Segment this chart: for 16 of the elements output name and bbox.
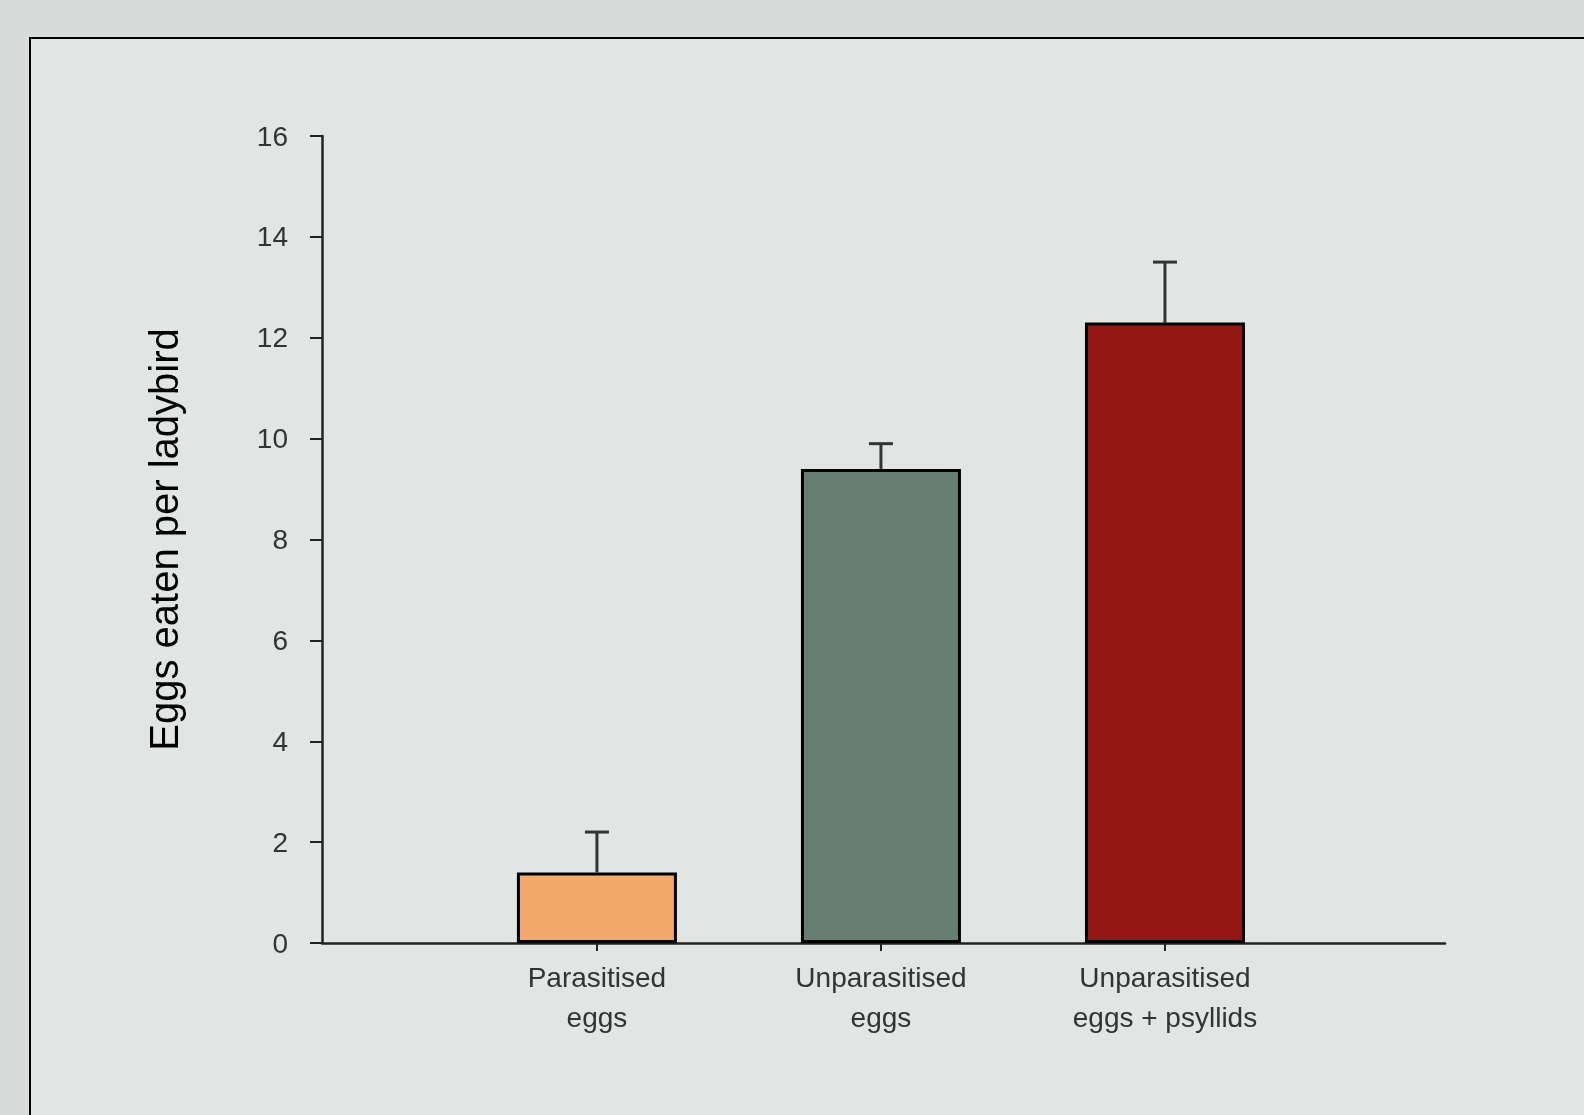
y-tick-label: 4	[272, 725, 288, 757]
bar	[516, 872, 677, 943]
x-tick-label: Unparasitised eggs + psyllids	[1072, 961, 1258, 1033]
y-tick-label: 6	[272, 624, 288, 656]
y-axis-title: Eggs eaten per ladybird	[142, 328, 186, 751]
y-tick-label: 0	[272, 927, 288, 959]
y-tick-label: 8	[272, 524, 288, 555]
x-tick-label: Unparasitised eggs	[795, 961, 967, 1033]
y-tick-label: 14	[256, 221, 288, 253]
y-tick-label: 2	[272, 826, 288, 858]
bar	[1084, 322, 1245, 943]
x-tick-label: Parasitised eggs	[527, 961, 667, 1033]
bar	[800, 468, 961, 943]
y-tick-label: 16	[256, 120, 288, 152]
y-tick-label: 10	[256, 423, 288, 455]
y-tick-label: 12	[256, 322, 288, 354]
